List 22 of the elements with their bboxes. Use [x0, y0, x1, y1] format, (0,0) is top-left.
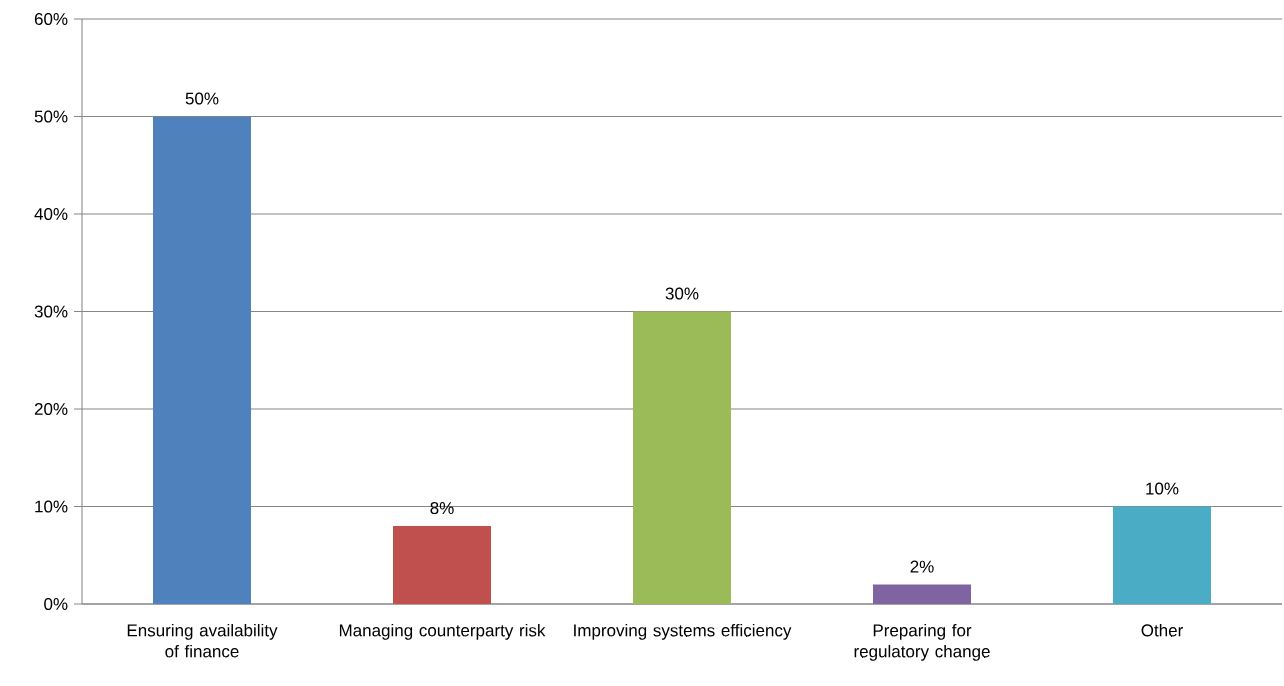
- bar: [633, 311, 731, 604]
- data-label: 10%: [1146, 482, 1179, 495]
- data-label: 8%: [430, 502, 454, 515]
- y-tick-label: 10%: [35, 500, 68, 513]
- y-tick-label: 60%: [34, 12, 68, 26]
- y-tick-label: 20%: [34, 402, 68, 416]
- bar: [873, 584, 972, 604]
- y-tick-label: 30%: [34, 305, 68, 318]
- bar: [153, 116, 251, 604]
- x-tick-label: Preparing for regulatory change: [854, 623, 990, 661]
- x-tick-label: Managing counterparty risk: [339, 623, 546, 640]
- data-label: 30%: [665, 287, 699, 300]
- y-tick-label: 0%: [44, 597, 68, 611]
- bar: [1113, 506, 1212, 604]
- data-label: 2%: [910, 560, 934, 573]
- y-tick-label: 50%: [34, 110, 68, 123]
- x-tick-label: Improving systems efficiency: [574, 623, 792, 640]
- data-label: 50%: [185, 92, 219, 105]
- x-tick-label: Other: [1141, 623, 1183, 637]
- bar: [393, 526, 491, 604]
- y-tick-label: 40%: [34, 207, 68, 221]
- x-tick-label: Ensuring availability of finance: [127, 623, 278, 658]
